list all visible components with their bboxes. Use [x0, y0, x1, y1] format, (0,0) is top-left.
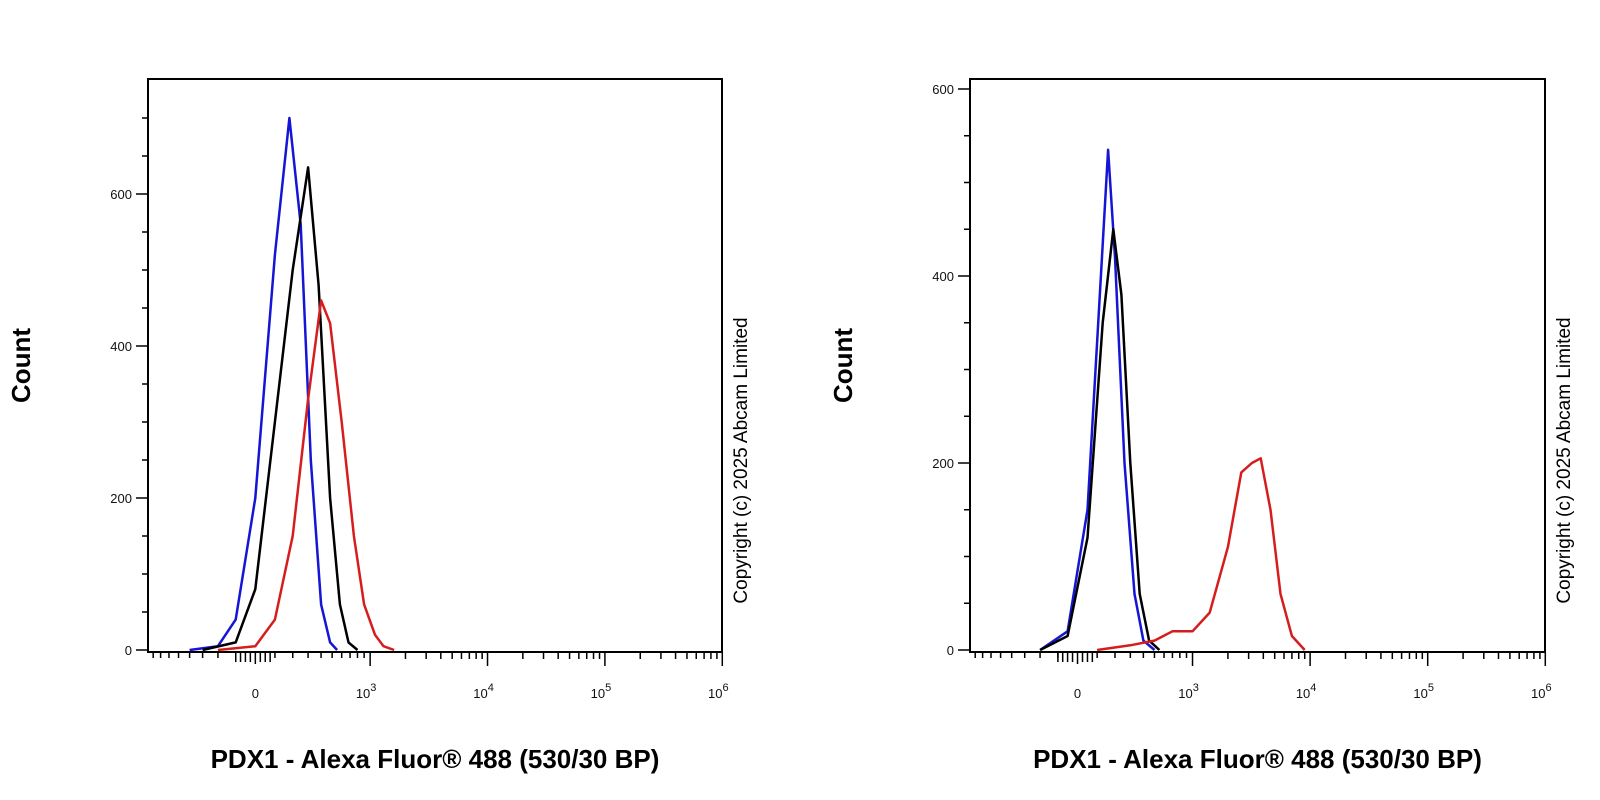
series-black-histogram [202, 166, 359, 652]
x-tick-label: 106 [1531, 682, 1552, 701]
series-red-histogram [217, 299, 395, 652]
x-tick-label: 106 [708, 682, 729, 701]
y-tick-label: 200 [110, 491, 132, 506]
x-axis-title: PDX1 - Alexa Fluor® 488 (530/30 BP) [211, 744, 660, 774]
plot-frame [969, 78, 1546, 653]
y-tick-label: 400 [110, 339, 132, 354]
x-tick-label: 104 [473, 682, 494, 701]
copyright-notice: Copyright (c) 2025 Abcam Limited [1554, 317, 1575, 603]
copyright-notice: Copyright (c) 2025 Abcam Limited [731, 317, 752, 603]
y-axis-title: Count [6, 328, 36, 403]
y-tick-label: 0 [947, 643, 954, 658]
series-blue-histogram [1039, 148, 1156, 652]
x-tick-label: 0 [1074, 686, 1081, 701]
histogram-panel-1: 0 200 400 600 0 103 104 105 106 Count PDX1 - Alexa… [6, 78, 752, 774]
y-tick-label: 400 [932, 269, 954, 284]
series-blue-histogram [189, 116, 339, 652]
y-tick-label: 600 [932, 82, 954, 97]
plot-frame [147, 78, 723, 653]
x-tick-label: 0 [252, 686, 259, 701]
y-tick-label: 600 [110, 187, 132, 202]
histogram-panel-2: 0 200 400 600 0 103 104 105 106 Count PDX1 - Alexa… [828, 78, 1575, 774]
y-axis-title: Count [828, 328, 858, 403]
x-tick-label: 105 [1413, 682, 1434, 701]
x-tick-label: 103 [1178, 682, 1199, 701]
series-black-histogram [1039, 228, 1161, 652]
x-axis-title: PDX1 - Alexa Fluor® 488 (530/30 BP) [1033, 744, 1482, 774]
x-tick-label: 104 [1296, 682, 1317, 701]
series-red-histogram [1096, 457, 1306, 652]
y-tick-label: 200 [932, 456, 954, 471]
y-tick-label: 0 [125, 643, 132, 658]
x-tick-label: 105 [591, 682, 612, 701]
x-tick-label: 103 [356, 682, 377, 701]
